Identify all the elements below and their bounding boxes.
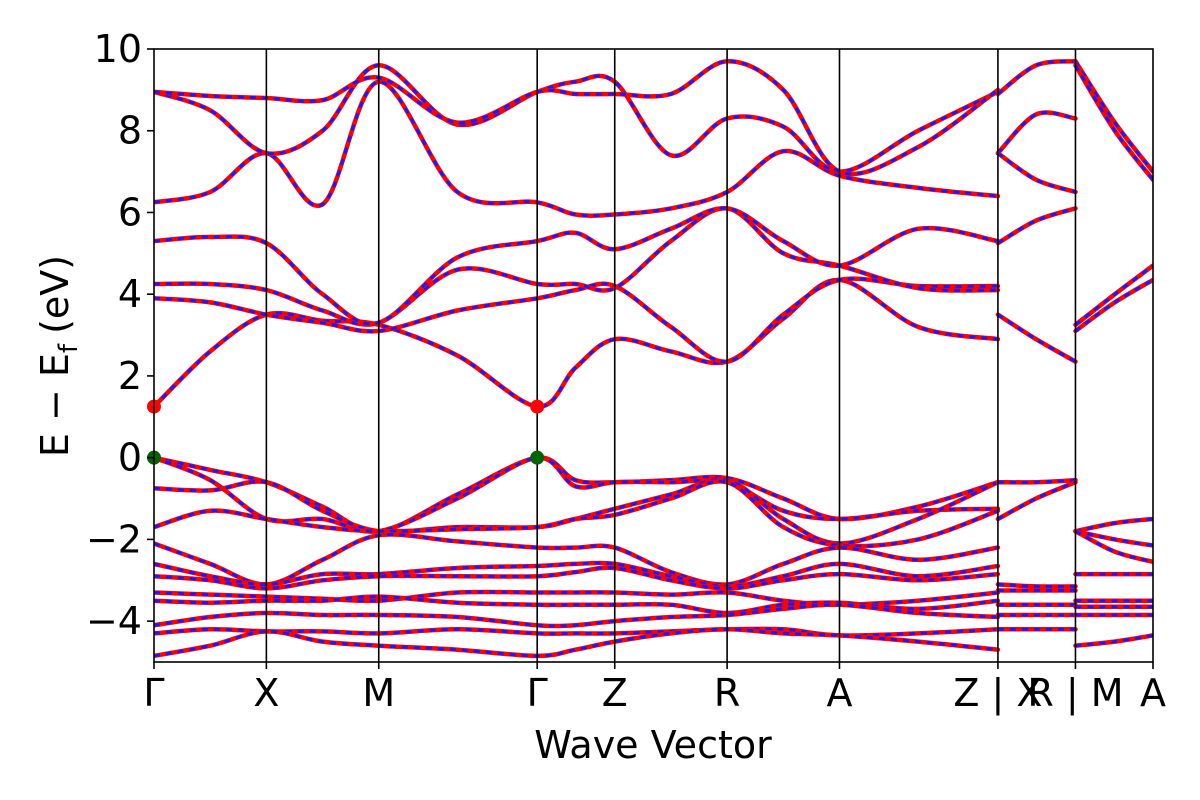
band-line-dashed bbox=[154, 627, 998, 638]
band-line-dashed bbox=[997, 582, 1076, 589]
vbm-marker bbox=[530, 450, 545, 465]
band-line bbox=[154, 277, 1001, 409]
y-tick-label: 2 bbox=[118, 354, 142, 398]
x-axis-title: Wave Vector bbox=[534, 723, 772, 767]
band-line-dashed bbox=[1075, 633, 1153, 648]
band-line bbox=[995, 110, 1078, 156]
x-tick-label: X bbox=[253, 671, 279, 715]
band-line-dashed bbox=[154, 278, 999, 409]
band-line bbox=[995, 312, 1078, 364]
y-tick-label: 4 bbox=[118, 272, 142, 316]
kpoint-lines bbox=[265, 49, 1077, 662]
band-line-dashed bbox=[1074, 64, 1153, 181]
band-line-dashed bbox=[154, 627, 999, 658]
bands-layer bbox=[154, 59, 1153, 659]
band-line bbox=[154, 276, 1001, 364]
y-axis-title-subscript: f bbox=[54, 343, 84, 353]
band-line-dashed bbox=[154, 59, 999, 176]
band-line-dashed bbox=[997, 151, 1076, 194]
y-axis-title-unit: (eV) bbox=[33, 255, 77, 334]
y-tick-label: 10 bbox=[94, 27, 142, 71]
band-line-dashed bbox=[154, 479, 999, 548]
band-line-dashed bbox=[1074, 529, 1153, 564]
band-line bbox=[154, 602, 1001, 629]
y-axis-title-main: E − E bbox=[33, 353, 77, 457]
x-tick-label: Z | X bbox=[953, 671, 1042, 716]
cbm-marker bbox=[530, 399, 545, 414]
band-line bbox=[154, 59, 1001, 177]
band-line bbox=[154, 206, 1001, 327]
y-tick-label: 8 bbox=[118, 109, 142, 153]
band-line-dashed bbox=[1075, 517, 1153, 533]
x-tick-label: Γ bbox=[527, 671, 548, 715]
plot-frame bbox=[153, 48, 1154, 663]
band-line-dashed bbox=[154, 603, 998, 628]
band-line-dashed bbox=[154, 277, 998, 364]
band-line bbox=[154, 206, 1001, 327]
band-line-dashed bbox=[154, 80, 999, 218]
y-tick-label: 6 bbox=[118, 190, 142, 234]
x-tick-label: M bbox=[362, 671, 395, 715]
band-line-dashed bbox=[997, 478, 1076, 484]
y-axis-ticks: −4 −2 0 2 4 6 8 10 bbox=[86, 27, 154, 643]
x-tick-label: A bbox=[1140, 671, 1166, 715]
band-line-dashed bbox=[997, 480, 1077, 521]
band-line bbox=[1073, 528, 1153, 565]
band-line-dashed bbox=[154, 561, 999, 588]
band-line-dashed bbox=[154, 456, 999, 533]
y-tick-label: −4 bbox=[86, 599, 142, 643]
band-line-dashed bbox=[154, 595, 999, 615]
band-line-dashed bbox=[996, 59, 1076, 96]
band-line bbox=[995, 206, 1078, 246]
x-tick-label: Z bbox=[602, 671, 628, 715]
band-line bbox=[995, 59, 1078, 97]
band-line-dashed bbox=[154, 566, 999, 590]
band-line-dashed bbox=[154, 206, 998, 327]
y-tick-label: 0 bbox=[118, 436, 142, 480]
band-line-dashed bbox=[1074, 278, 1153, 333]
band-line-dashed bbox=[1074, 264, 1153, 326]
x-tick-label: A bbox=[826, 671, 852, 715]
band-edge-markers bbox=[147, 399, 545, 465]
x-tick-label: Γ bbox=[143, 671, 164, 715]
band-line-dashed bbox=[154, 533, 999, 586]
y-tick-label: −2 bbox=[86, 517, 142, 561]
band-line bbox=[1073, 59, 1153, 174]
band-line bbox=[995, 150, 1078, 195]
band-line-dashed bbox=[1074, 60, 1153, 173]
y-axis-title: E − Ef (eV) bbox=[33, 255, 84, 457]
band-line-dashed bbox=[996, 110, 1076, 155]
band-line bbox=[154, 79, 1001, 218]
band-line-dashed bbox=[1075, 529, 1153, 547]
band-line-dashed bbox=[154, 206, 999, 326]
band-line bbox=[154, 477, 1001, 546]
x-tick-label: R bbox=[714, 671, 740, 715]
band-line-dashed bbox=[997, 206, 1076, 245]
x-axis-ticks: Γ X M Γ Z R A Z | XR | M A bbox=[143, 662, 1166, 716]
band-line-dashed bbox=[154, 63, 999, 174]
x-tick-label: R | M bbox=[1027, 671, 1123, 716]
band-line-dashed bbox=[154, 590, 999, 607]
